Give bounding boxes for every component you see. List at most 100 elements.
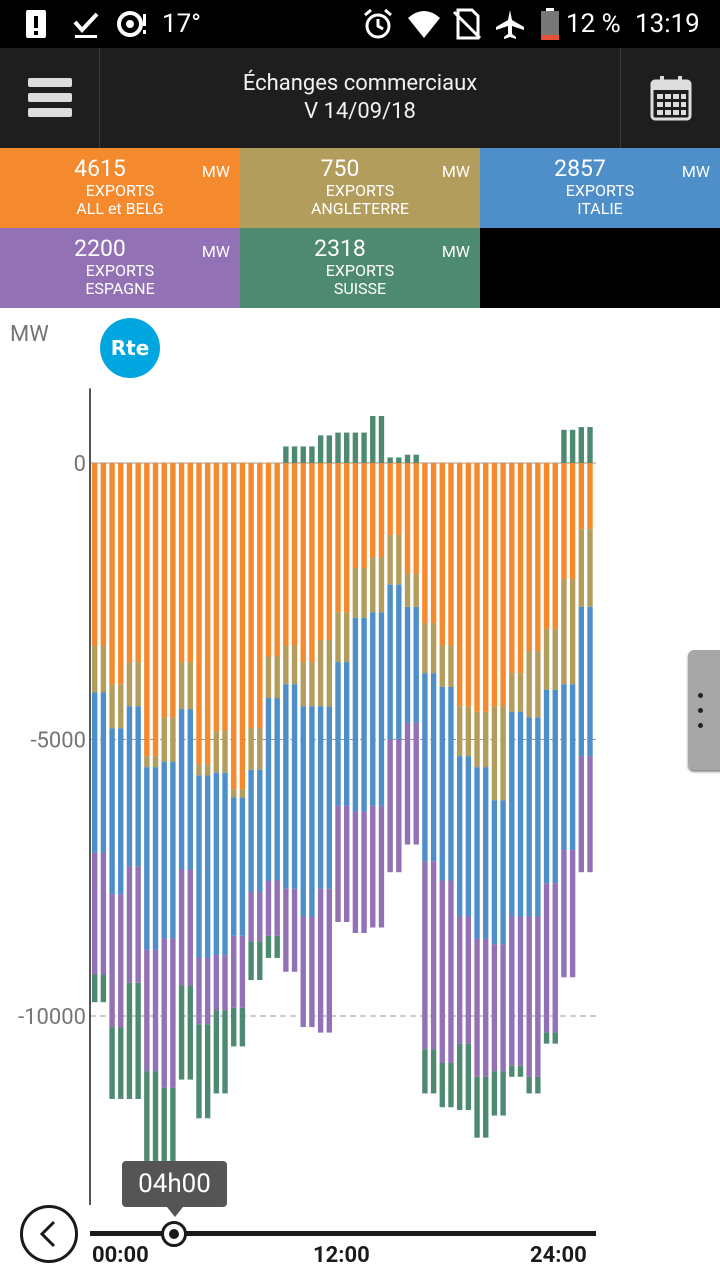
bar-segment [378,557,385,613]
bar-segment [204,957,211,1025]
bar-segment [196,463,202,765]
bar-segment [100,852,107,975]
bar-segment [274,698,280,881]
bar-segment [309,706,315,917]
bar-segment [352,463,359,569]
bar-segment [578,427,585,463]
bar-segment [509,1065,515,1077]
tile-exports-italie[interactable]: 2857 MW EXPORTS ITALIE [480,148,720,228]
bar-segment [561,463,567,580]
bar-segment [526,651,532,718]
bar-segment [187,709,193,870]
bar-segment [430,861,437,1050]
bar-segment [483,938,489,1077]
tile-value: 750 [320,155,360,182]
tile-exports-angleterre[interactable]: 750 MW EXPORTS ANGLETERRE [240,148,480,228]
tile-empty [480,228,720,308]
dot-icon [698,708,703,713]
bar-segment [92,463,98,646]
bar-segment [204,775,211,958]
menu-button[interactable] [0,48,100,148]
bar-segment [413,463,419,574]
bar-segment [283,463,289,646]
bar-segment [526,717,532,917]
bar-segment [213,1010,220,1094]
bar-segment [543,689,550,884]
bar-segment [448,463,454,646]
bar-segment [552,628,558,690]
tile-value: 4615 [74,155,126,182]
bar-segment [317,435,324,463]
tile-exports-all-belg[interactable]: 4615 MW EXPORTS ALL et BELG [0,148,240,228]
tile-unit: MW [201,242,230,261]
tile-value: 2200 [74,235,126,262]
back-button[interactable] [20,1205,78,1263]
bar-segment [265,880,272,936]
bar-segment [135,662,141,707]
bar-segment [413,454,419,463]
bar-segment [439,463,445,646]
bar-segment [465,756,472,917]
bar-segment [500,1071,506,1116]
bar-segment [291,446,298,463]
bar-segment [474,1076,480,1138]
bar-segment [543,1032,550,1044]
bar-segment [231,797,237,936]
bar-segment [344,612,350,663]
bar-segment [335,662,341,806]
tile-country: ESPAGNE [85,279,155,298]
bar-segment [196,775,202,958]
tile-exports-suisse[interactable]: 2318 MW EXPORTS SUISSE [240,228,480,308]
bar-segment [109,684,115,729]
bar-segment [413,573,419,607]
no-sim-icon [452,0,482,48]
bar-segment [204,463,211,765]
time-slider-tooltip: 04h00 [122,1161,227,1217]
bar-segment [152,767,159,950]
hamburger-icon [27,78,72,117]
bar-segment [161,761,167,939]
bar-segment [483,1076,489,1138]
bar-segment [422,463,428,624]
bar-segment [178,985,185,1080]
bar-segment [344,463,350,613]
bar-segment [561,429,567,463]
dot-icon [698,723,703,728]
bar-segment [413,606,419,723]
bar-segment [265,698,272,881]
time-slider-thumb[interactable] [161,1221,187,1247]
tile-exports-espagne[interactable]: 2200 MW EXPORTS ESPAGNE [0,228,240,308]
bar-segment [248,463,254,729]
time-slider-track[interactable] [90,1231,596,1236]
bar-segment [500,463,506,707]
bar-segment [309,446,315,463]
bar-segment [170,761,176,939]
bar-segment [239,789,246,798]
bar-segment [587,756,593,873]
bar-segment [178,709,185,870]
bar-segment [335,612,341,663]
bar-segment [239,797,246,936]
bar-segment [491,944,498,1072]
bar-segment [161,1087,167,1205]
bar-segment [161,938,167,1088]
bar-segment [404,463,411,574]
bar-segment [535,916,541,1077]
side-panel-handle[interactable] [688,650,720,770]
calendar-button[interactable] [620,48,720,148]
calendar-icon [650,76,691,121]
bar-segment [517,673,524,712]
bar-segment [100,463,107,646]
bar-segment [448,1063,454,1108]
bar-segment [422,1049,428,1094]
bar-segment [552,689,558,884]
bar-segment [213,955,220,1011]
bar-segment [378,463,385,558]
bar-segment [543,463,550,629]
bar-segment [569,850,576,978]
bar-segment [335,432,341,463]
bar-segment [361,811,367,934]
bar-segment [326,639,333,707]
bar-segment [465,706,472,757]
bar-segment [126,706,133,867]
